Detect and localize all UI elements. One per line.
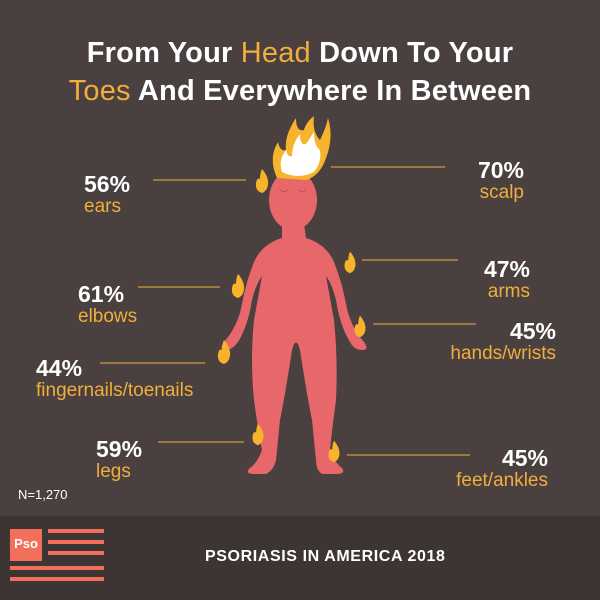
eyes	[279, 189, 307, 192]
stat-elbows-percent: 61%	[78, 281, 125, 307]
stat-ears: 56% ears	[84, 172, 130, 218]
title-highlight-head: Head	[240, 37, 311, 69]
page-title: From Your Head Down To Your Toes And Eve…	[0, 34, 600, 110]
stat-feet-percent: 45%	[501, 445, 548, 471]
stat-legs-label: legs	[96, 461, 131, 482]
stat-arms-label: arms	[487, 281, 530, 302]
footer-title: PSORIASIS IN AMERICA 2018	[205, 548, 446, 565]
stat-elbows: 61% elbows	[78, 282, 137, 328]
title-highlight-toes: Toes	[68, 75, 131, 107]
logo-text: Pso	[14, 536, 38, 551]
title-part1: From Your	[86, 37, 241, 69]
stat-feet-label: feet/ankles	[456, 470, 548, 491]
stat-hands-percent: 45%	[509, 318, 556, 344]
stat-scalp-percent: 70%	[477, 157, 524, 183]
sample-size: N=1,270	[18, 487, 68, 502]
flame-icon-arms	[344, 251, 356, 274]
stat-scalp: 70% scalp	[478, 158, 524, 204]
stat-elbows-label: elbows	[78, 306, 138, 327]
stat-arms-percent: 47%	[483, 256, 530, 282]
logo-line	[10, 566, 104, 570]
stat-nails: 44% fingernails/toenails	[36, 356, 193, 402]
stat-legs: 59% legs	[96, 437, 142, 483]
stat-ears-label: ears	[84, 196, 121, 217]
stat-nails-label: fingernails/toenails	[36, 380, 194, 401]
stat-hands-label: hands/wrists	[450, 343, 556, 364]
title-part3: And Everywhere In Between	[130, 75, 532, 107]
stat-arms: 47% arms	[484, 257, 530, 303]
logo-line	[48, 551, 104, 555]
logo-line	[48, 540, 104, 544]
pso-logo-icon: Pso	[10, 529, 42, 561]
stat-feet: 45% feet/ankles	[456, 446, 548, 492]
flame-icon-ears	[255, 169, 269, 193]
stat-nails-percent: 44%	[36, 355, 83, 381]
logo-line	[48, 529, 104, 533]
stat-ears-percent: 56%	[84, 171, 131, 197]
logo-line	[10, 577, 104, 581]
stat-legs-percent: 59%	[96, 436, 143, 462]
title-part2: Down To Your	[310, 37, 514, 69]
stat-scalp-label: scalp	[479, 182, 524, 203]
leader-lines	[100, 166, 476, 456]
flame-icon-scalp	[272, 116, 331, 180]
flame-icon-elbows	[231, 274, 245, 298]
flame-icon-hands	[354, 315, 366, 338]
stat-hands: 45% hands/wrists	[450, 319, 556, 365]
human-figure-icon	[221, 170, 367, 474]
